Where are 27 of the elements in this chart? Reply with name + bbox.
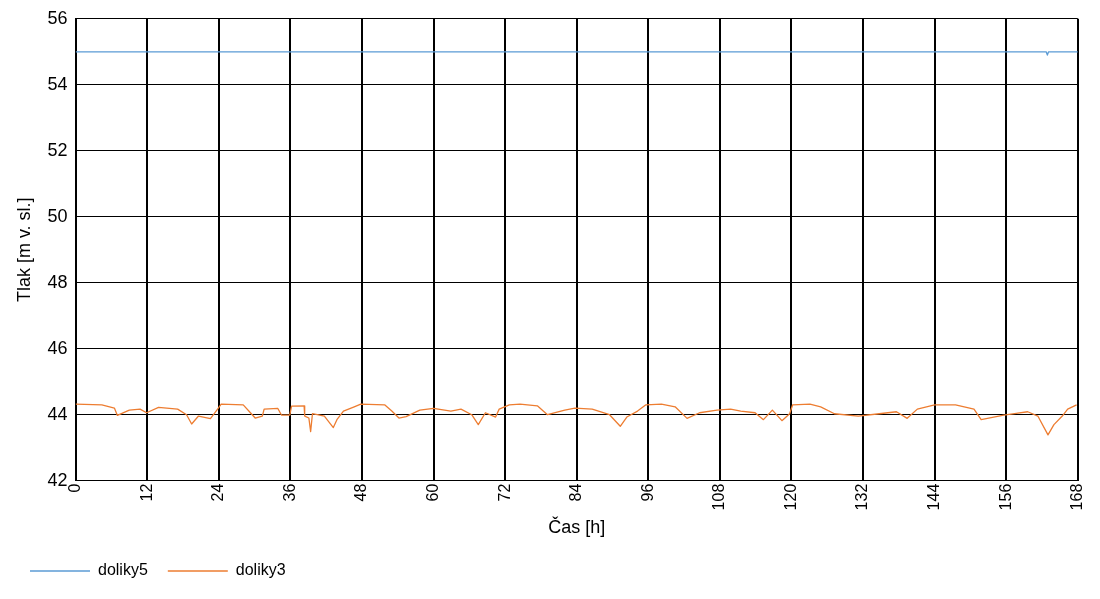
x-axis-title: Čas [h] <box>548 516 606 538</box>
y-tick-label: 42 <box>47 469 68 490</box>
y-tick-label: 54 <box>47 73 68 94</box>
y-tick-label: 52 <box>47 139 68 160</box>
x-tick-label: 96 <box>638 483 656 502</box>
legend-label: doliky3 <box>235 561 286 579</box>
x-tick-label: 168 <box>1068 483 1086 511</box>
x-tick-label: 132 <box>853 483 871 511</box>
x-tick-label: 48 <box>352 483 370 502</box>
x-tick-label: 0 <box>66 483 84 493</box>
x-tick-label: 36 <box>280 483 298 502</box>
x-tick-label: 24 <box>209 483 227 502</box>
x-tick-label: 12 <box>137 483 155 502</box>
y-tick-label: 48 <box>47 271 68 292</box>
x-tick-label: 60 <box>423 483 441 502</box>
x-tick-label: 84 <box>567 483 585 502</box>
x-tick-label: 144 <box>925 483 943 511</box>
x-tick-label: 72 <box>495 483 513 502</box>
x-tick-label: 108 <box>710 483 728 511</box>
y-axis-title: Tlak [m v. sl.] <box>13 197 34 303</box>
y-tick-label: 44 <box>47 403 68 424</box>
legend-label: doliky5 <box>98 561 148 579</box>
x-tick-label: 120 <box>781 483 799 511</box>
y-tick-label: 56 <box>47 7 68 28</box>
y-tick-label: 50 <box>47 205 68 226</box>
x-tick-label: 156 <box>996 483 1014 511</box>
y-tick-label: 46 <box>47 337 68 358</box>
